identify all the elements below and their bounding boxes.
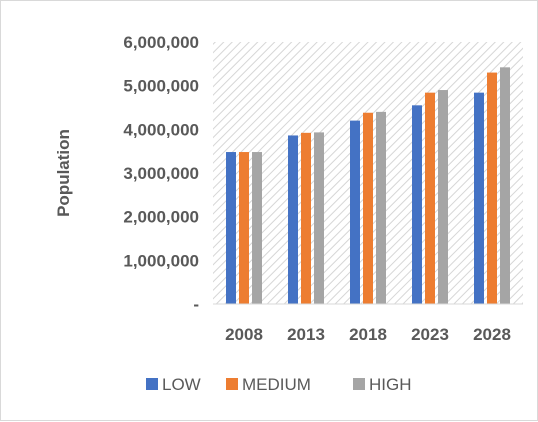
bar-medium-2008 xyxy=(239,152,249,304)
y-tick-label: 6,000,000 xyxy=(123,33,199,52)
bar-low-2008 xyxy=(226,152,236,304)
bar-high-2008 xyxy=(252,152,262,304)
bar-low-2013 xyxy=(288,135,298,304)
bar-medium-2023 xyxy=(425,92,435,304)
bar-low-2023 xyxy=(412,105,422,304)
x-tick-label: 2028 xyxy=(473,325,511,344)
y-tick-label: 2,000,000 xyxy=(123,208,199,227)
bar-medium-2028 xyxy=(487,72,497,304)
y-tick-labels: - 1,000,000 2,000,000 3,000,000 4,000,000 5,0… xyxy=(123,33,199,314)
legend-swatch-medium xyxy=(226,378,238,390)
legend-label-low: LOW xyxy=(162,375,201,394)
bar-high-2028 xyxy=(500,67,510,305)
legend: LOW MEDIUM HIGH xyxy=(146,375,412,394)
bar-medium-2013 xyxy=(301,132,311,304)
y-tick-label: 3,000,000 xyxy=(123,164,199,183)
y-tick-label: 4,000,000 xyxy=(123,120,199,139)
bar-low-2018 xyxy=(350,120,360,304)
x-tick-label: 2013 xyxy=(287,325,325,344)
y-axis-title: Population xyxy=(54,129,73,217)
bars xyxy=(226,67,510,305)
legend-label-medium: MEDIUM xyxy=(242,375,311,394)
x-tick-labels: 2008 2013 2018 2023 2028 xyxy=(225,325,511,344)
legend-label-high: HIGH xyxy=(369,375,412,394)
bar-high-2023 xyxy=(438,90,448,305)
bar-high-2018 xyxy=(376,111,386,304)
bar-high-2013 xyxy=(314,132,324,304)
bar-low-2028 xyxy=(474,92,484,304)
x-tick-label: 2018 xyxy=(349,325,387,344)
x-tick-label: 2008 xyxy=(225,325,263,344)
legend-swatch-low xyxy=(146,378,158,390)
y-tick-label: - xyxy=(193,295,199,314)
x-tick-label: 2023 xyxy=(411,325,449,344)
bar-medium-2018 xyxy=(363,112,373,305)
y-tick-label: 1,000,000 xyxy=(123,251,199,270)
legend-swatch-high xyxy=(353,378,365,390)
y-tick-label: 5,000,000 xyxy=(123,77,199,96)
